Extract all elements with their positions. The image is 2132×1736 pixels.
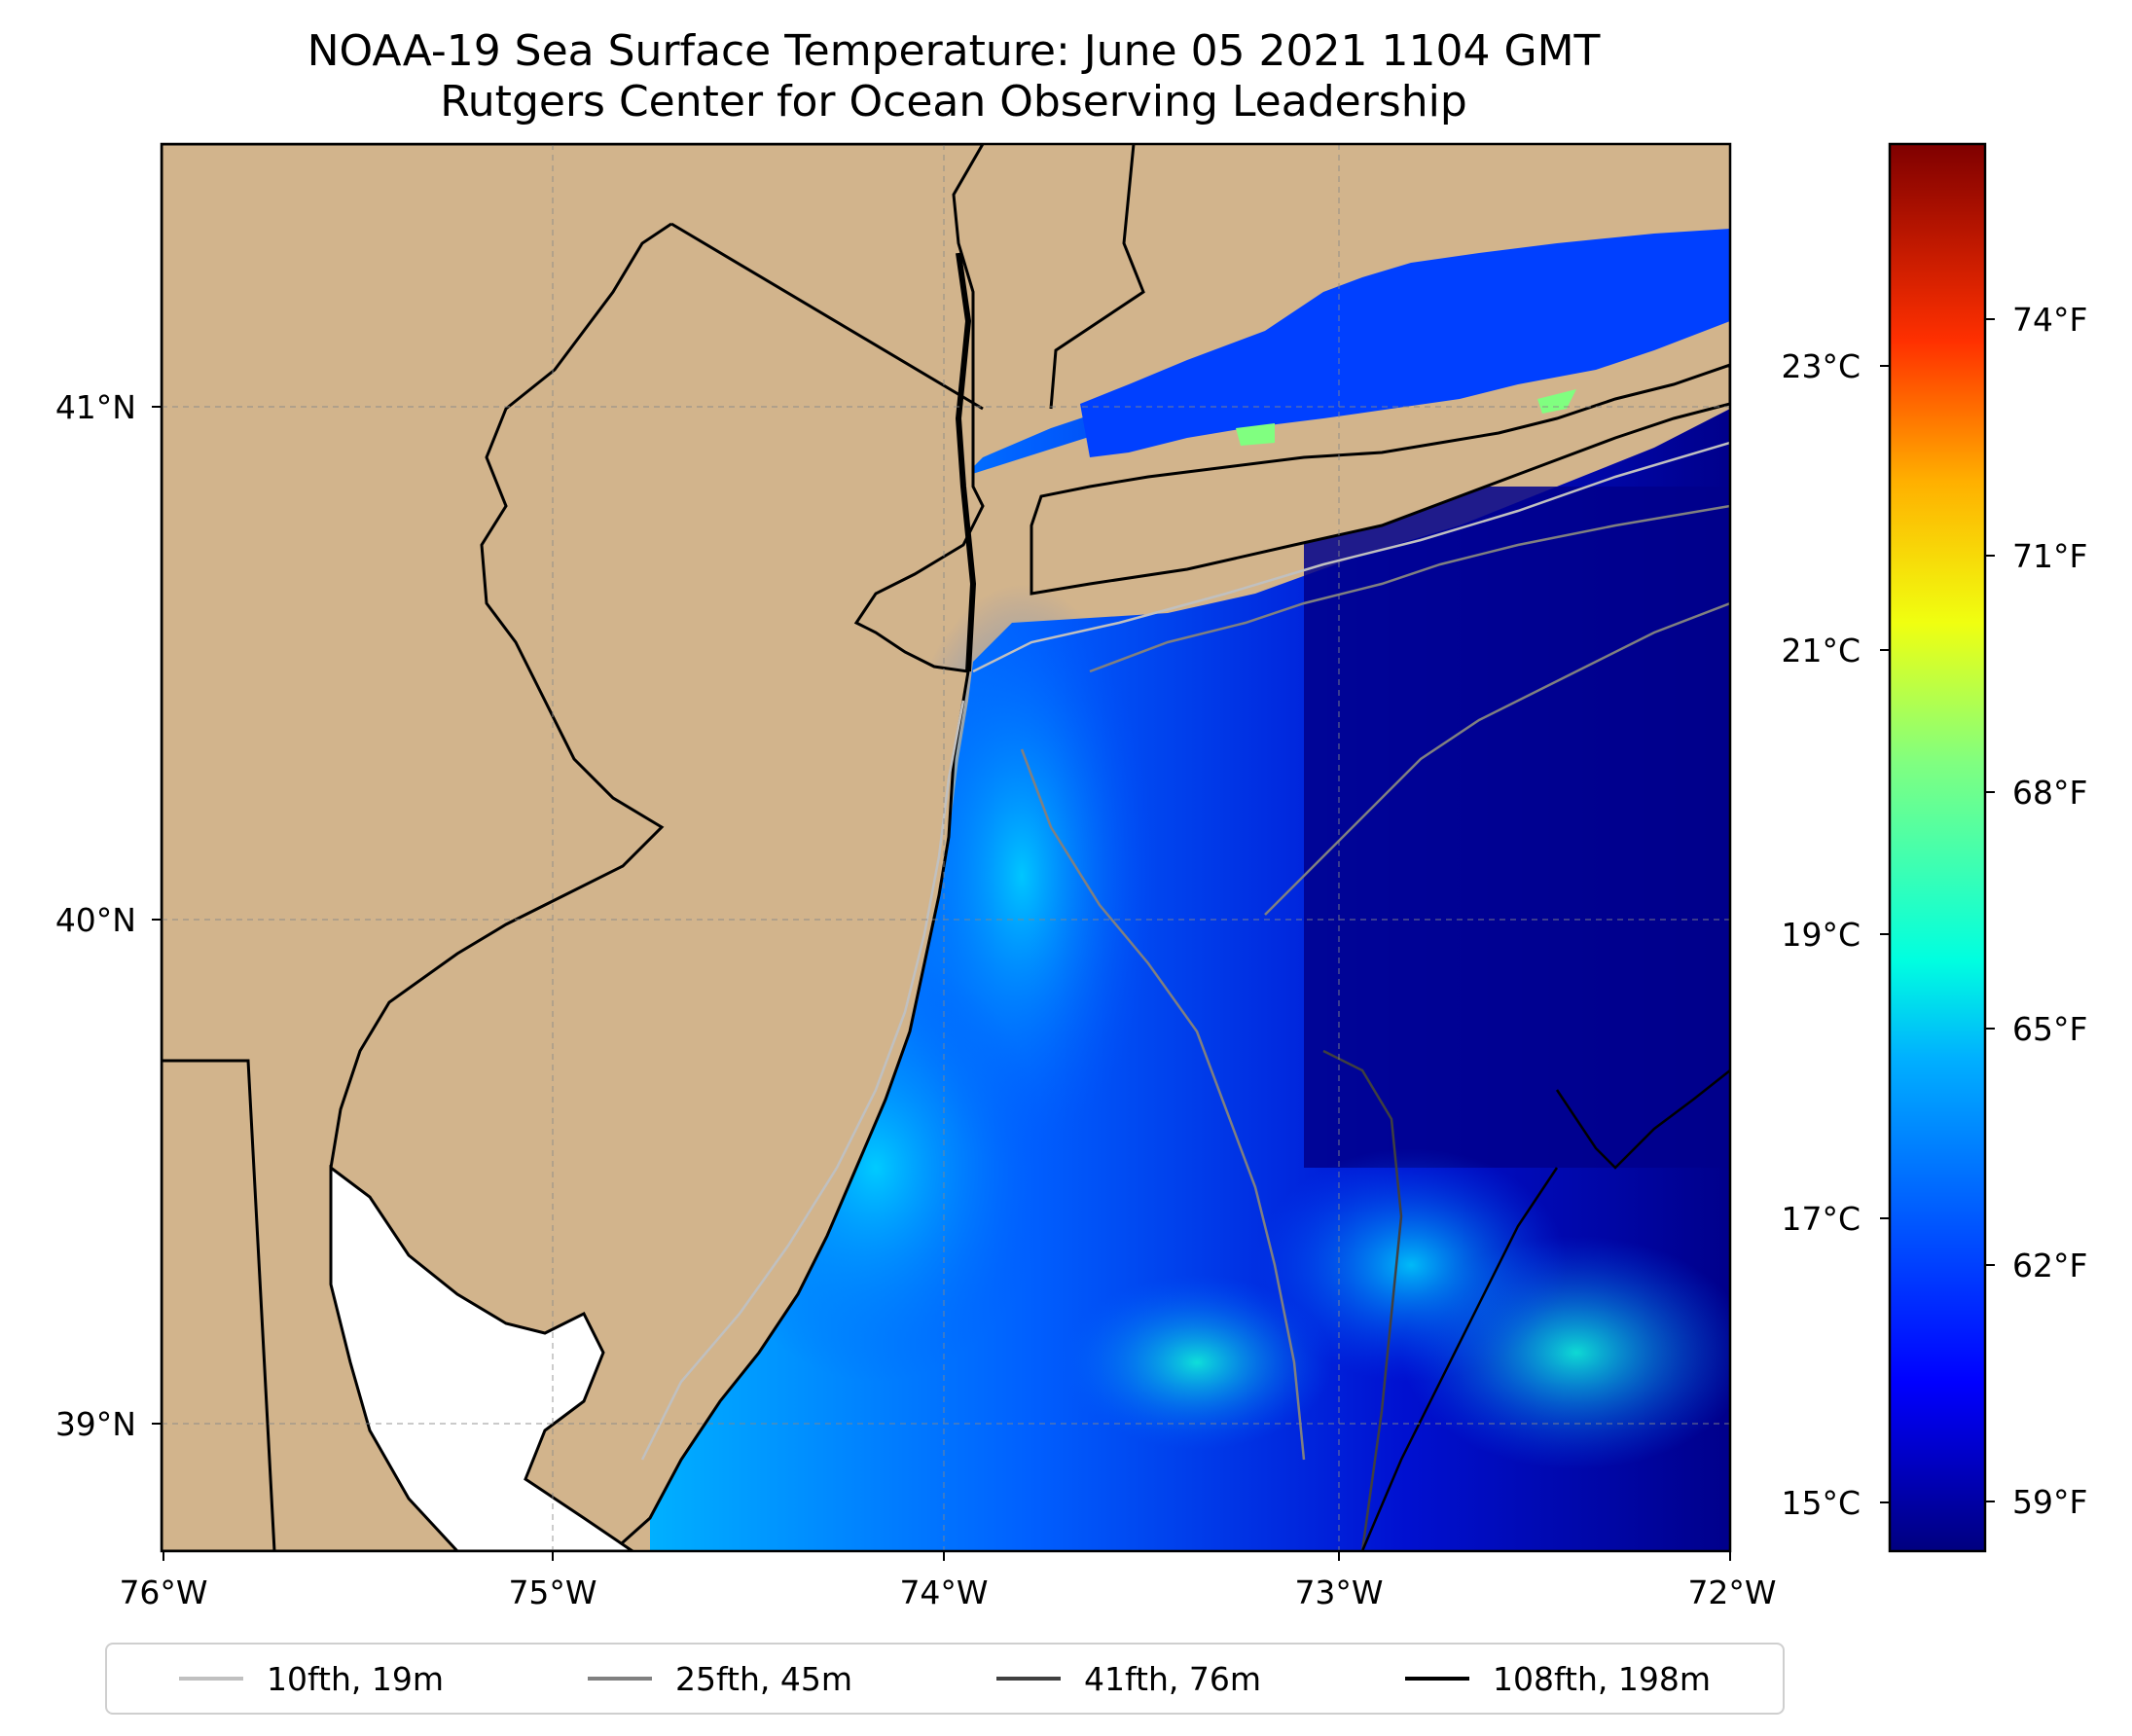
- map-frame: [160, 142, 1732, 1553]
- y-tick-marks: [152, 406, 162, 1425]
- legend-line-swatch: [179, 1677, 243, 1681]
- graticule: [162, 144, 1730, 1551]
- colorbar-fahrenheit-ticks: [1985, 318, 1995, 1502]
- map-subtitle: Rutgers Center for Ocean Observing Leade…: [440, 77, 1467, 127]
- colorbar-fahrenheit-label: 68°F: [2012, 774, 2087, 812]
- legend-label: 108fth, 198m: [1493, 1659, 1711, 1698]
- legend-line-swatch: [996, 1677, 1061, 1681]
- legend-item: 41fth, 76m: [996, 1660, 1261, 1698]
- isobath-76m: [1322, 1049, 1403, 1551]
- legend-label: 10fth, 19m: [267, 1659, 444, 1698]
- x-tick-label: 76°W: [119, 1573, 207, 1611]
- legend-label: 41fth, 76m: [1084, 1659, 1261, 1698]
- colorbar-fahrenheit-label: 71°F: [2012, 537, 2087, 575]
- colorbar-celsius-label: 17°C: [1781, 1200, 1861, 1238]
- y-tick-label: 40°N: [55, 901, 136, 939]
- colorbar-celsius-label: 21°C: [1781, 632, 1861, 669]
- delaware-river: [329, 222, 672, 1169]
- y-tick-label: 39°N: [55, 1405, 136, 1443]
- cold-offshore-water: [1304, 487, 1730, 1168]
- colorbar-celsius-label: 23°C: [1781, 347, 1861, 385]
- x-tick-marks: [163, 1551, 1731, 1561]
- legend-line-swatch: [1405, 1677, 1469, 1681]
- legend-item: 10fth, 19m: [179, 1660, 444, 1698]
- x-tick-label: 74°W: [899, 1573, 988, 1611]
- isobath-19m: [972, 441, 1730, 673]
- legend-item: 25fth, 45m: [588, 1660, 852, 1698]
- hudson-river: [955, 252, 977, 672]
- state-border-ny-nj: [670, 222, 984, 411]
- isobath-legend: 10fth, 19m 25fth, 45m 41fth, 76m 108fth,…: [105, 1643, 1785, 1715]
- map-title: NOAA-19 Sea Surface Temperature: June 05…: [307, 26, 1601, 76]
- colorbar-celsius-ticks: [1880, 365, 1890, 1503]
- map-canvas: [162, 144, 1730, 1551]
- colorbar: [1888, 142, 1987, 1553]
- colorbar-fahrenheit-label: 65°F: [2012, 1010, 2087, 1048]
- colorbar-fahrenheit-label: 74°F: [2012, 301, 2087, 339]
- isobath-45m: [1020, 748, 1306, 1461]
- state-border-ct-ny: [1049, 144, 1145, 410]
- long-island-sound: [1080, 229, 1730, 457]
- x-tick-label: 72°W: [1687, 1573, 1776, 1611]
- y-tick-label: 41°N: [55, 388, 136, 426]
- colorbar-fahrenheit-label: 59°F: [2012, 1483, 2087, 1521]
- long-island-land: [1030, 363, 1730, 596]
- legend-item: 108fth, 198m: [1405, 1660, 1711, 1698]
- colorbar-fahrenheit-label: 62°F: [2012, 1247, 2087, 1284]
- legend-label: 25fth, 45m: [675, 1659, 852, 1698]
- colorbar-celsius-label: 19°C: [1781, 916, 1861, 954]
- colorbar-celsius-label: 15°C: [1781, 1484, 1861, 1522]
- x-tick-label: 75°W: [508, 1573, 596, 1611]
- legend-line-swatch: [588, 1677, 652, 1681]
- x-tick-label: 73°W: [1294, 1573, 1383, 1611]
- delaware-bay: [329, 1165, 635, 1551]
- isobath-198m: [1360, 1167, 1559, 1551]
- state-border-de-md: [162, 1059, 276, 1551]
